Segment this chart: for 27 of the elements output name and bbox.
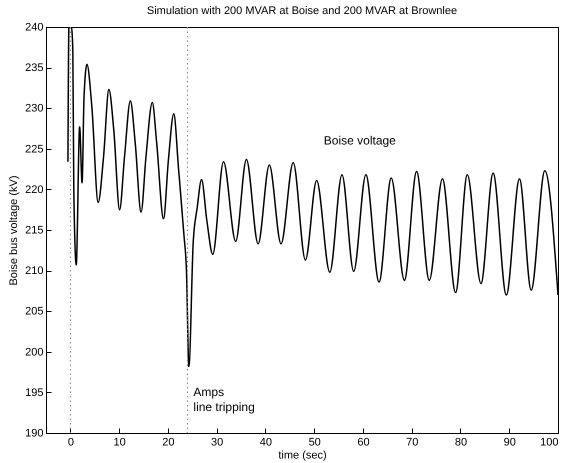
x-tick-label: 90: [504, 436, 516, 448]
x-tick-label: 0: [68, 436, 74, 448]
y-tick-label: 220: [25, 184, 44, 196]
y-tick-label: 235: [25, 62, 44, 74]
x-tick-label: 80: [454, 436, 468, 448]
x-tick-label: 40: [260, 436, 272, 448]
x-tick-label: 50: [308, 436, 321, 448]
x-tick-label: 100: [540, 436, 558, 448]
text: Boise voltage: [324, 133, 396, 148]
y-tick-label: 200: [25, 346, 44, 358]
y-tick-label: 230: [25, 102, 44, 115]
x-axis-title: time (sec): [278, 450, 327, 462]
x-tick-label: 70: [406, 436, 418, 448]
y-tick-label: 190: [25, 428, 44, 440]
y-tick-label: 225: [25, 143, 44, 156]
ref-line-label: Amps line tripping: [193, 385, 255, 414]
y-tick-label: 210: [25, 265, 44, 278]
x-tick-label: 60: [357, 436, 370, 448]
y-axis-title: Boise bus voltage (kV): [8, 175, 20, 286]
chart-title: Simulation with 200 MVAR at Boise and 200 MVAR at Brownlee: [146, 5, 458, 17]
x-tick-label: 10: [114, 436, 126, 448]
y-tick-label: 205: [25, 306, 44, 318]
x-tick-label: 20: [162, 436, 175, 448]
y-tick-label: 215: [25, 224, 44, 236]
y-tick-label: 195: [25, 386, 44, 399]
x-tick-label: 30: [211, 436, 224, 448]
y-tick-label: 240: [25, 22, 44, 34]
